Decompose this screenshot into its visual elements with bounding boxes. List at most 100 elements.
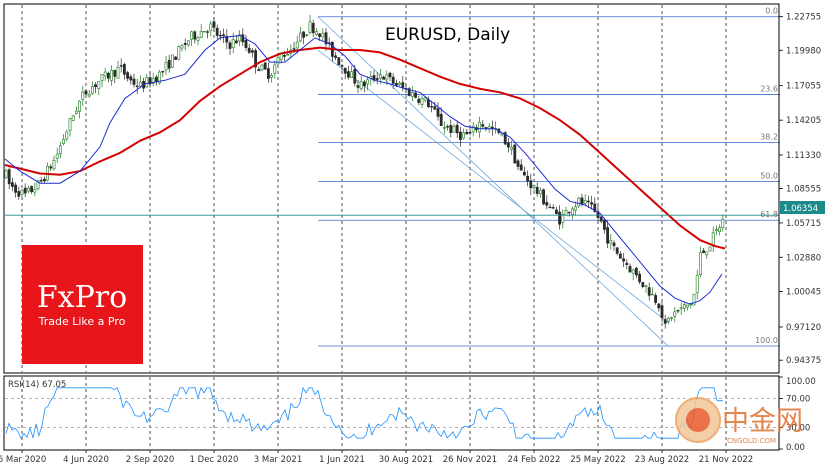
candle-body	[196, 37, 200, 42]
candle-body	[135, 85, 139, 88]
candle-body	[471, 125, 475, 133]
fibonacci-retracement[interactable]: 0.0 23.6 38.2 50.0 61.8 100.0	[318, 7, 780, 347]
candle-body	[375, 78, 379, 80]
candle-body	[311, 22, 315, 34]
candle-body	[631, 269, 635, 274]
candle-body	[36, 180, 40, 189]
candle-body	[590, 202, 594, 205]
candle-body	[100, 74, 104, 82]
ma-blue-line	[4, 34, 723, 305]
current-price-tag	[780, 201, 825, 214]
trend-channel[interactable]	[317, 16, 669, 347]
rsi-tick-label: 70.00	[786, 395, 810, 405]
candle-body	[702, 250, 706, 254]
candle-body	[222, 34, 226, 37]
candle-body	[151, 77, 155, 84]
price-axis: 1.22755 1.19980 1.17055 1.14205 1.11330 1.085…	[779, 13, 821, 366]
candle-body	[599, 216, 603, 222]
ma-red-line	[4, 46, 726, 250]
candle-body	[414, 92, 418, 98]
candle-body	[465, 131, 469, 135]
candle-body	[308, 21, 312, 33]
candle-body	[522, 171, 526, 176]
candle-body	[721, 218, 725, 229]
fibo-level-label: 0.0	[765, 7, 778, 16]
candle-body	[103, 71, 107, 77]
candle-body	[586, 200, 590, 203]
candle-body	[676, 309, 680, 312]
candle-body	[171, 54, 174, 68]
candle-body	[433, 106, 437, 110]
candle-body	[426, 99, 430, 108]
candle-body	[75, 110, 78, 114]
candle-body	[519, 164, 523, 171]
candle-body	[324, 32, 328, 45]
candle-body	[158, 71, 162, 84]
candle-body	[247, 47, 251, 53]
candle-body	[663, 319, 667, 324]
candle-body	[359, 81, 363, 89]
candle-body	[199, 31, 203, 38]
candle-body	[647, 287, 651, 296]
candle-body	[705, 251, 709, 256]
candle-body	[423, 97, 427, 101]
candle-body	[65, 131, 69, 140]
y-tick-label: 1.14205	[786, 116, 821, 126]
rsi-label: RSI(14) 67.05	[8, 380, 66, 390]
candle-body	[625, 262, 629, 265]
candle-body	[190, 31, 194, 40]
candle-body	[78, 100, 82, 112]
candle-body	[452, 125, 456, 133]
candle-body	[673, 311, 677, 317]
candle-body	[378, 74, 382, 79]
candle-body	[657, 303, 661, 309]
candle-body	[442, 127, 446, 129]
candle-body	[439, 113, 443, 126]
candle-body	[500, 133, 504, 136]
y-tick-label: 1.17055	[786, 82, 821, 92]
candle-body	[4, 170, 8, 179]
candle-body	[558, 211, 562, 225]
logo-brand: FxPro	[37, 280, 127, 315]
candle-body	[113, 70, 117, 77]
candle-body	[350, 71, 354, 79]
candle-body	[462, 132, 466, 139]
candle-body	[692, 293, 696, 306]
candle-body	[337, 57, 341, 66]
logo-tagline: Trade Like a Pro	[38, 315, 126, 328]
candle-body	[583, 200, 587, 204]
candle-body	[385, 74, 389, 80]
candle-body	[209, 23, 213, 31]
y-tick-label: 1.11330	[786, 151, 821, 161]
candle-body	[564, 210, 568, 216]
candle-body	[420, 97, 424, 105]
logo-background	[22, 245, 143, 364]
fibo-level-label: 50.0	[760, 171, 778, 180]
candle-body	[254, 50, 258, 68]
candle-body	[177, 46, 181, 60]
candle-body	[298, 32, 302, 42]
candle-body	[123, 64, 126, 75]
y-tick-label: 1.02880	[786, 253, 821, 263]
x-tick-label: 4 Jun 2020	[63, 455, 109, 465]
candle-body	[23, 187, 27, 194]
y-tick-label: 1.05715	[786, 219, 821, 229]
candle-body	[145, 77, 149, 88]
candle-body	[567, 211, 571, 214]
candle-body	[87, 94, 91, 97]
candle-body	[148, 77, 152, 85]
candle-body	[545, 202, 549, 206]
candle-body	[532, 185, 536, 188]
candle-body	[538, 190, 542, 195]
candle-body	[356, 85, 360, 88]
candle-body	[132, 78, 136, 85]
candle-body	[510, 146, 514, 150]
rsi-tick-label: 30.00	[786, 423, 810, 433]
x-tick-label: 30 Aug 2021	[379, 455, 433, 465]
watermark: 中金网 CNGOLD.COM	[675, 397, 803, 445]
candle-body	[506, 142, 510, 148]
candle-body	[430, 105, 434, 108]
candle-body	[618, 253, 622, 259]
x-tick-label: 25 May 2022	[570, 455, 625, 465]
